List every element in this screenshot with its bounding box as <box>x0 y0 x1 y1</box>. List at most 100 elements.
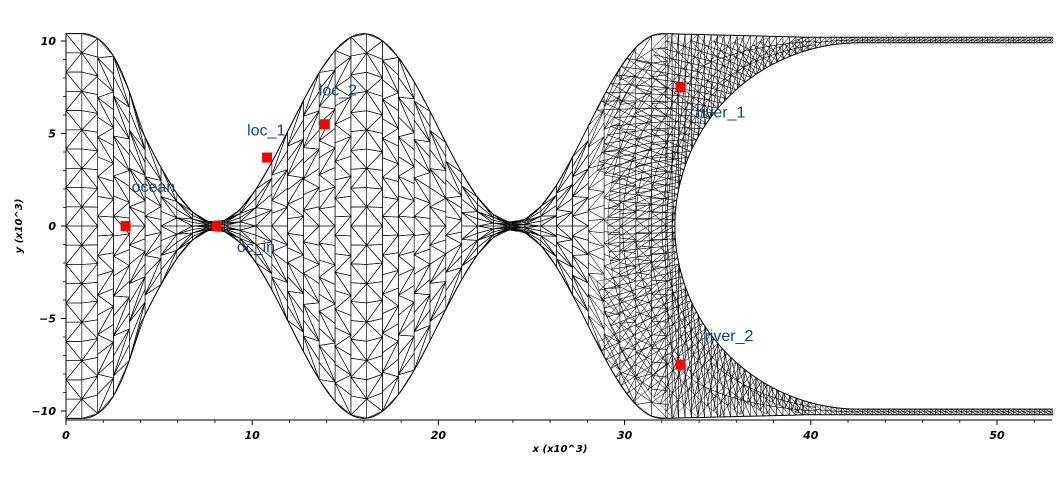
mesh-triangle <box>366 114 383 134</box>
mesh-triangle <box>588 218 605 232</box>
mesh-triangle <box>81 319 98 340</box>
mesh-triangle <box>366 148 384 170</box>
mesh-triangle <box>112 249 130 267</box>
mesh-triangle <box>81 398 99 419</box>
mesh-triangle <box>318 242 336 266</box>
mesh-triangle <box>382 254 399 276</box>
mesh-triangle <box>619 323 637 351</box>
mesh-triangle <box>692 91 709 101</box>
mesh-triangle <box>610 258 626 270</box>
mesh-triangle <box>350 225 367 247</box>
mesh-triangle <box>733 398 742 415</box>
mesh-triangle <box>366 33 384 54</box>
mesh-triangle <box>318 140 336 159</box>
mesh-triangle <box>729 56 744 68</box>
mesh-triangle <box>540 215 557 227</box>
mesh-triangle <box>65 71 83 93</box>
mesh-triangle <box>684 40 702 52</box>
mesh-triangle <box>318 206 336 227</box>
mesh-triangle <box>334 255 352 277</box>
mesh-triangle <box>700 45 717 57</box>
mesh-triangle <box>366 110 384 131</box>
mesh-triangle <box>477 225 494 230</box>
mesh-triangle <box>302 167 320 189</box>
mesh-triangle <box>81 90 98 115</box>
mesh-triangle <box>239 225 256 231</box>
station-marker-river-1 <box>675 82 686 93</box>
mesh-triangle <box>445 160 462 186</box>
mesh-triangle <box>97 215 114 236</box>
mesh-triangle <box>651 303 665 317</box>
mesh-triangle <box>727 41 743 54</box>
mesh-triangle <box>65 91 83 112</box>
mesh-triangle <box>556 233 573 243</box>
mesh-triangle <box>642 164 658 173</box>
mesh-triangle <box>702 80 718 91</box>
mesh-triangle <box>129 225 146 247</box>
mesh-triangle <box>397 215 415 236</box>
mesh-triangle <box>769 405 777 416</box>
mesh-triangle <box>461 240 478 268</box>
mesh-triangle <box>239 216 257 227</box>
mesh-triangle <box>366 206 383 227</box>
mesh-triangle <box>540 215 557 222</box>
mesh-triangle <box>641 372 657 391</box>
mesh-triangle <box>648 290 662 303</box>
mesh-triangle <box>732 361 742 377</box>
x-tick-label: 10 <box>245 429 261 442</box>
mesh-triangle <box>608 250 625 262</box>
mesh-triangle <box>129 301 146 361</box>
mesh-triangle <box>129 91 146 150</box>
mesh-triangle <box>797 37 809 51</box>
station-label-loc-1: loc_1 <box>247 123 285 140</box>
mesh-triangle <box>271 200 289 214</box>
mesh-triangle <box>429 253 447 284</box>
mesh-triangle <box>334 334 352 356</box>
mesh-triangle <box>660 369 674 387</box>
mesh-triangle <box>606 125 627 136</box>
mesh-triangle <box>350 110 367 131</box>
mesh-triangle <box>303 110 320 148</box>
mesh-triangle <box>445 234 463 255</box>
mesh-triangle <box>666 305 680 319</box>
mesh-triangle <box>588 252 605 275</box>
mesh-triangle <box>637 108 655 117</box>
mesh-triangle <box>707 343 719 358</box>
mesh-triangle <box>713 35 729 47</box>
mesh-triangle <box>382 196 400 218</box>
mesh-triangle <box>603 232 621 247</box>
mesh-triangle <box>619 237 637 251</box>
mesh-triangle <box>81 33 99 54</box>
mesh-triangle <box>684 388 696 406</box>
mesh-triangle <box>665 178 681 186</box>
mesh-triangle <box>607 208 625 218</box>
mesh-triangle <box>382 332 399 354</box>
mesh-triangle <box>81 263 99 285</box>
mesh-triangle <box>461 185 478 213</box>
mesh-triangle <box>413 172 431 189</box>
mesh-triangle <box>645 85 665 95</box>
mesh-triangle <box>287 247 305 263</box>
mesh-triangle <box>697 64 705 103</box>
mesh-triangle <box>815 408 822 415</box>
mesh-triangle <box>637 328 651 344</box>
mesh-triangle <box>669 330 682 345</box>
mesh-triangle <box>631 157 648 166</box>
mesh-triangle <box>638 261 653 273</box>
mesh-triangle <box>683 62 700 73</box>
mesh-triangle <box>684 394 696 413</box>
y-tick-label: 0 <box>48 220 56 233</box>
mesh-triangle <box>596 334 615 352</box>
mesh-triangle <box>318 311 336 344</box>
mesh-triangle <box>97 97 114 128</box>
mesh-triangle <box>650 348 668 364</box>
mesh-triangle <box>706 40 723 52</box>
mesh-triangle <box>596 277 615 291</box>
mesh-triangle <box>429 244 447 265</box>
mesh-triangle <box>303 272 320 303</box>
mesh-triangle <box>572 197 589 218</box>
mesh-triangle <box>666 376 679 394</box>
mesh-triangle <box>597 108 619 118</box>
mesh-triangle <box>65 398 83 420</box>
mesh-triangle <box>601 294 619 309</box>
